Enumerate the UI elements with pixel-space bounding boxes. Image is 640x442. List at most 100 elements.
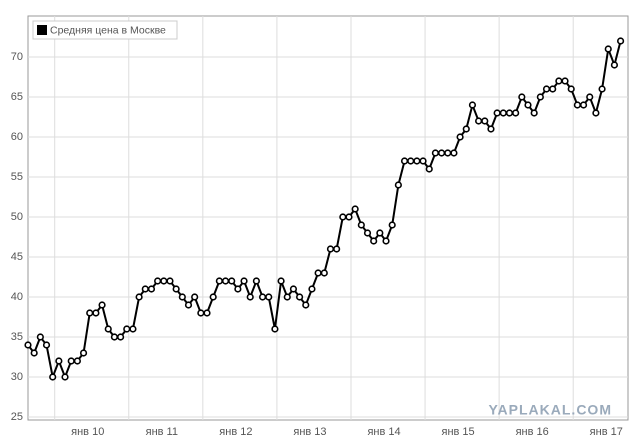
x-tick-label: янв 17 bbox=[590, 426, 623, 438]
data-point bbox=[610, 61, 619, 69]
data-point bbox=[314, 269, 322, 277]
data-point bbox=[30, 349, 38, 357]
data-point bbox=[561, 77, 569, 85]
data-point bbox=[339, 213, 347, 221]
y-tick-label: 70 bbox=[11, 51, 23, 63]
data-point bbox=[320, 269, 328, 277]
y-tick-label: 30 bbox=[11, 371, 23, 383]
data-point bbox=[67, 357, 75, 365]
data-point bbox=[296, 293, 304, 301]
data-point bbox=[49, 373, 57, 381]
data-point bbox=[357, 221, 365, 229]
data-point bbox=[228, 277, 236, 285]
data-point bbox=[400, 157, 409, 165]
plot-frame bbox=[27, 15, 629, 421]
data-point bbox=[116, 333, 125, 341]
data-point bbox=[302, 301, 310, 309]
data-point bbox=[73, 357, 81, 365]
y-tick-label: 35 bbox=[11, 331, 23, 343]
x-tick-label: янв 12 bbox=[219, 426, 252, 438]
data-point bbox=[351, 205, 359, 213]
data-point bbox=[598, 85, 606, 93]
data-point bbox=[61, 373, 69, 381]
data-point bbox=[79, 349, 88, 357]
data-point bbox=[419, 157, 427, 165]
data-point bbox=[191, 293, 199, 301]
y-tick-label: 40 bbox=[11, 291, 23, 303]
data-point bbox=[413, 157, 421, 165]
data-point bbox=[141, 285, 149, 293]
x-tick-label: янв 11 bbox=[146, 426, 178, 438]
data-point bbox=[252, 277, 260, 285]
data-point bbox=[283, 293, 291, 301]
data-point bbox=[586, 93, 594, 101]
marks bbox=[24, 37, 625, 381]
data-point bbox=[475, 117, 483, 125]
data-point bbox=[172, 285, 180, 293]
data-point bbox=[549, 85, 557, 93]
data-point bbox=[240, 277, 248, 285]
data-point bbox=[203, 309, 211, 317]
data-point bbox=[505, 109, 514, 117]
data-point bbox=[326, 245, 335, 253]
x-tick-label: янв 14 bbox=[367, 426, 400, 438]
data-point bbox=[407, 157, 415, 165]
data-point bbox=[444, 149, 452, 157]
y-tick-label: 55 bbox=[11, 171, 23, 183]
data-point bbox=[468, 101, 477, 109]
data-point bbox=[209, 293, 217, 301]
data-point bbox=[530, 109, 538, 117]
data-point bbox=[616, 37, 625, 45]
data-point bbox=[437, 149, 446, 157]
data-point bbox=[42, 341, 51, 349]
x-tick-label: янв 15 bbox=[442, 426, 475, 438]
data-point bbox=[36, 333, 44, 341]
data-point bbox=[123, 325, 131, 333]
data-point bbox=[555, 77, 563, 85]
data-point bbox=[394, 181, 402, 189]
data-point bbox=[450, 149, 458, 157]
data-point bbox=[221, 277, 230, 285]
data-point bbox=[98, 301, 106, 309]
data-point bbox=[258, 293, 267, 301]
x-tick-label: янв 10 bbox=[71, 426, 104, 438]
data-point bbox=[154, 277, 162, 285]
y-tick-label: 45 bbox=[11, 251, 23, 263]
legend-box bbox=[32, 20, 178, 40]
data-point bbox=[289, 285, 298, 293]
data-point bbox=[481, 117, 489, 125]
watermark: YAPLAKAL.COM bbox=[489, 402, 613, 418]
data-point bbox=[536, 93, 544, 101]
data-point bbox=[388, 221, 396, 229]
data-point bbox=[579, 101, 588, 109]
data-point bbox=[55, 357, 63, 365]
data-point bbox=[184, 301, 193, 309]
data-point bbox=[166, 277, 174, 285]
data-point bbox=[104, 325, 112, 333]
data-point bbox=[382, 237, 390, 245]
data-point bbox=[277, 277, 285, 285]
y-tick-label: 25 bbox=[11, 411, 23, 423]
data-point bbox=[197, 309, 205, 317]
data-point bbox=[24, 341, 32, 349]
data-point bbox=[425, 165, 433, 173]
data-point bbox=[308, 285, 316, 293]
data-point bbox=[487, 125, 495, 133]
data-point bbox=[363, 229, 372, 237]
data-point bbox=[370, 237, 378, 245]
data-point bbox=[345, 213, 353, 221]
data-point bbox=[246, 293, 254, 301]
data-point bbox=[512, 109, 520, 117]
data-point bbox=[462, 125, 470, 133]
data-point bbox=[160, 277, 168, 285]
y-tick-label: 65 bbox=[11, 91, 23, 103]
data-point bbox=[265, 293, 273, 301]
legend-label: Средняя цена в Москве bbox=[50, 24, 166, 36]
data-point bbox=[567, 85, 575, 93]
data-point bbox=[271, 325, 279, 333]
data-point bbox=[129, 325, 137, 333]
x-tick-label: янв 13 bbox=[293, 426, 326, 438]
y-tick-label: 50 bbox=[11, 211, 23, 223]
data-point bbox=[542, 85, 551, 93]
